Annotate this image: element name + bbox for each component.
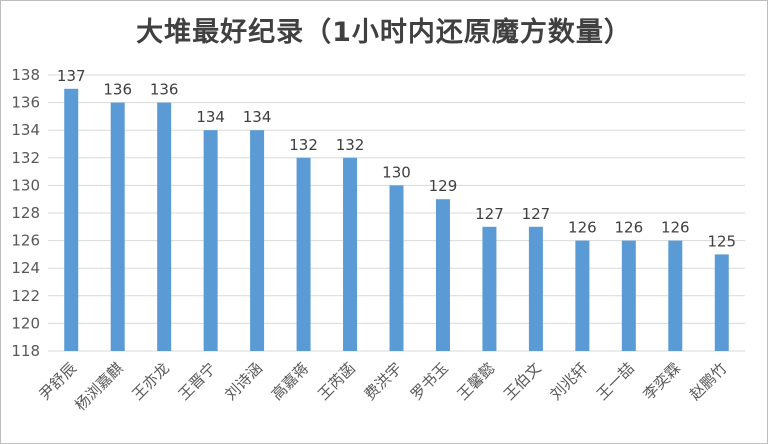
x-tick-label: 赵鹏竹 [686, 359, 731, 404]
data-label: 132 [336, 136, 365, 154]
y-tick-label: 118 [11, 342, 40, 360]
x-tick-label: 王晋宁 [175, 359, 220, 404]
x-tick-label: 杨浏嘉麒 [71, 359, 126, 414]
y-tick-label: 124 [11, 259, 40, 277]
bar [250, 130, 265, 351]
bar [157, 102, 172, 351]
y-tick-label: 126 [11, 232, 40, 250]
x-tick-label: 王亦龙 [128, 359, 173, 404]
data-label: 134 [196, 108, 225, 126]
x-tick-label: 尹舒辰 [36, 359, 81, 404]
y-tick-label: 138 [11, 66, 40, 84]
data-label: 136 [103, 81, 132, 99]
y-tick-label: 136 [11, 94, 40, 112]
bar [110, 102, 125, 351]
x-tick-label: 王一喆 [593, 359, 638, 404]
data-label: 126 [615, 219, 644, 237]
data-label: 136 [150, 81, 179, 99]
data-label: 126 [568, 219, 597, 237]
x-tick-label: 费洪宇 [361, 359, 406, 404]
bar [528, 226, 543, 351]
x-tick-label: 刘兆轩 [547, 359, 592, 404]
x-tick-label: 李奕霖 [640, 359, 685, 404]
bar [343, 157, 358, 351]
bar [621, 240, 636, 351]
x-tick-label: 刘诗涵 [221, 359, 266, 404]
bar [64, 88, 79, 352]
bar [575, 240, 590, 351]
bar [435, 199, 450, 351]
data-label: 126 [661, 219, 690, 237]
data-label: 127 [475, 205, 504, 223]
y-tick-label: 134 [11, 121, 40, 139]
chart-title: 大堆最好纪录（1小时内还原魔方数量） [136, 17, 632, 48]
x-tick-label: 罗书玉 [407, 359, 452, 404]
x-tick-label: 王馨懿 [454, 359, 499, 404]
data-label: 125 [707, 232, 736, 250]
bar [389, 185, 404, 351]
x-tick-label: 王伯文 [500, 359, 545, 404]
x-tick-label: 高嘉蒋 [268, 359, 313, 404]
bar [714, 254, 729, 351]
data-label: 130 [382, 163, 411, 181]
x-tick-label: 王芮菡 [314, 359, 359, 404]
y-tick-label: 132 [11, 149, 40, 167]
y-tick-label: 130 [11, 176, 40, 194]
bar [203, 130, 218, 351]
data-label: 134 [243, 108, 272, 126]
y-tick-label: 122 [11, 287, 40, 305]
y-tick-label: 120 [11, 314, 40, 332]
bar [668, 240, 683, 351]
data-label: 132 [289, 136, 318, 154]
bar [296, 157, 311, 351]
data-label: 127 [522, 205, 551, 223]
y-tick-label: 128 [11, 204, 40, 222]
bar [482, 226, 497, 351]
data-label: 129 [429, 177, 458, 195]
data-label: 137 [57, 67, 86, 85]
